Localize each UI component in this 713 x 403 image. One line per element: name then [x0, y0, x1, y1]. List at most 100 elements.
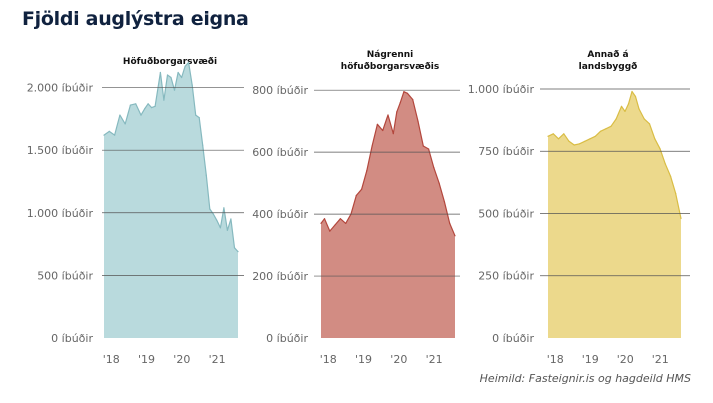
y-tick-label: 500 íbúðir — [37, 269, 93, 282]
y-tick-label: 400 íbúðir — [252, 208, 308, 221]
y-tick-label: 0 íbúðir — [266, 332, 308, 345]
panel-title: landsbyggð — [579, 62, 638, 72]
data-point — [163, 99, 165, 101]
y-tick-label: 0 íbúðir — [492, 332, 534, 345]
data-point — [443, 201, 445, 203]
data-point — [216, 219, 218, 221]
data-point — [594, 135, 596, 137]
area-series — [104, 62, 238, 338]
y-tick-label: 1.000 íbúðir — [468, 83, 535, 96]
data-point — [675, 193, 677, 195]
data-point — [680, 217, 682, 220]
data-point — [361, 188, 363, 190]
data-point — [449, 222, 451, 224]
x-tick-label: '20 — [617, 353, 634, 366]
data-point — [173, 89, 176, 91]
data-point — [135, 103, 137, 105]
data-point — [624, 110, 626, 112]
data-point — [638, 108, 640, 110]
data-point — [552, 133, 554, 135]
data-point — [406, 92, 408, 94]
y-tick-label: 1.000 íbúðir — [27, 207, 94, 220]
data-point — [664, 163, 666, 165]
data-point — [387, 114, 389, 116]
panel-title: Annað á — [587, 50, 628, 60]
x-tick-label: '21 — [209, 353, 226, 366]
x-tick-label: '18 — [320, 353, 337, 366]
data-point — [610, 125, 612, 127]
data-point — [643, 118, 645, 120]
y-tick-label: 800 íbúðir — [252, 84, 308, 97]
y-tick-label: 600 íbúðir — [252, 146, 308, 159]
data-point — [124, 123, 126, 125]
data-point — [154, 105, 156, 107]
data-point — [578, 143, 581, 145]
data-point — [230, 218, 232, 220]
data-point — [345, 222, 347, 224]
data-point — [119, 114, 121, 116]
data-point — [654, 138, 656, 140]
data-point — [108, 130, 110, 132]
data-point — [589, 138, 591, 140]
data-point — [399, 102, 401, 104]
data-point — [547, 135, 549, 137]
y-tick-label: 200 íbúðir — [252, 270, 308, 283]
data-point — [396, 111, 398, 113]
data-point — [615, 118, 617, 120]
chart-panel-3: Annað á landsbyggð 0 íbúðir 250 íbúðir 500 í… — [468, 50, 690, 366]
x-tick-label: '19 — [582, 353, 599, 366]
data-point — [438, 182, 440, 184]
area-series — [548, 91, 681, 338]
series-line — [547, 90, 682, 219]
data-point — [151, 107, 153, 109]
data-point — [212, 213, 214, 215]
data-point — [403, 91, 405, 93]
data-point — [177, 71, 179, 74]
data-point — [382, 129, 384, 132]
data-point — [584, 140, 586, 142]
data-point — [223, 207, 225, 209]
data-point — [669, 175, 672, 177]
x-tick-label: '18 — [103, 353, 120, 366]
data-point — [198, 117, 200, 119]
chart-panel-2: Nágrenni höfuðborgarsvæðis 0 íbúðir 200 íbú… — [252, 50, 460, 366]
data-point — [209, 208, 211, 210]
panel-title: Nágrenni — [367, 50, 414, 60]
data-point — [320, 222, 322, 224]
data-point — [103, 134, 105, 136]
data-point — [159, 71, 161, 74]
data-point — [417, 120, 419, 122]
data-point — [114, 134, 116, 136]
data-point — [129, 104, 131, 106]
x-tick-label: '21 — [426, 353, 443, 366]
data-point — [376, 123, 378, 125]
data-point — [323, 218, 326, 220]
data-point — [573, 144, 575, 146]
data-point — [170, 76, 172, 79]
data-point — [620, 105, 623, 107]
data-point — [412, 98, 414, 101]
data-point — [166, 74, 169, 76]
y-tick-label: 750 íbúðir — [478, 145, 534, 158]
chart-panel-1: Höfuðborgarsvæði 0 íbúðir 500 íbúðir 1.000 … — [27, 57, 244, 366]
data-point — [563, 133, 565, 135]
data-point — [140, 114, 142, 116]
y-tick-label: 250 íbúðir — [478, 270, 534, 283]
data-point — [659, 148, 661, 150]
data-point — [392, 133, 394, 135]
y-tick-label: 2.000 íbúðir — [27, 82, 94, 95]
data-point — [191, 84, 193, 86]
data-point — [195, 114, 197, 116]
data-point — [631, 90, 633, 93]
data-point — [433, 167, 435, 169]
data-point — [454, 235, 456, 237]
data-point — [226, 229, 228, 231]
data-point — [202, 144, 204, 146]
y-tick-label: 0 íbúðir — [51, 332, 93, 345]
source-note: Heimild: Fasteignir.is og hagdeild HMS — [479, 372, 691, 385]
data-point — [219, 227, 221, 229]
data-point — [634, 95, 637, 98]
x-tick-label: '20 — [390, 353, 407, 366]
data-point — [188, 61, 190, 64]
